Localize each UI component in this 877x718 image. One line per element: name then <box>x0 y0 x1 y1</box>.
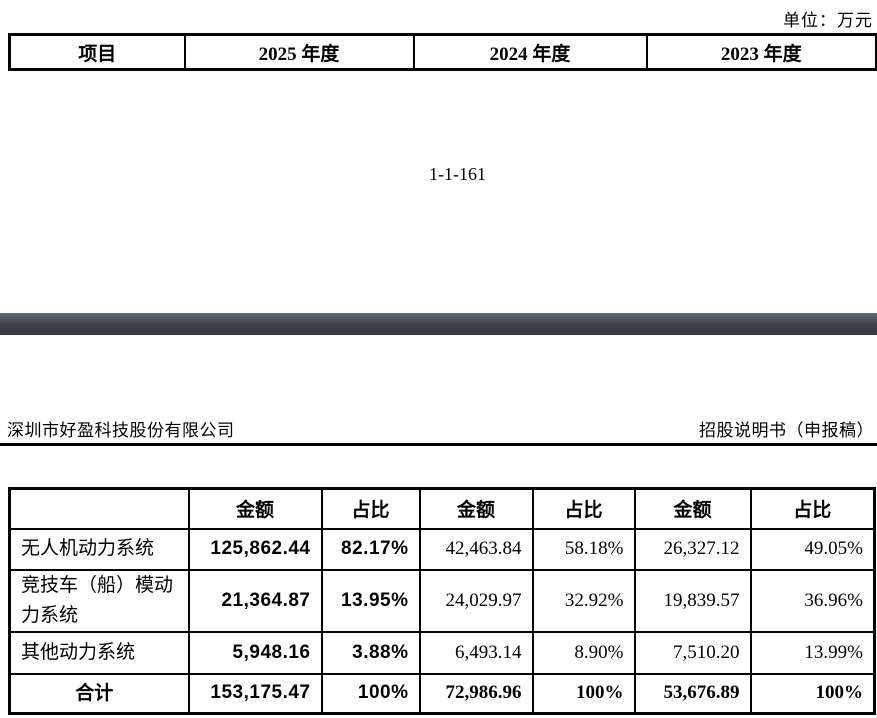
ratio-cell: 100% <box>320 672 421 715</box>
ratio-cell: 32.92% <box>531 568 636 633</box>
amount-cell: 21,364.87 <box>187 568 323 633</box>
ratio-cell: 13.95% <box>320 568 421 633</box>
col-header-item: 项目 <box>8 33 186 71</box>
col-header-empty <box>8 487 190 530</box>
ratio-cell: 49.05% <box>749 527 876 571</box>
col-header-amount-2023: 金额 <box>633 487 752 530</box>
page-number: 1-1-161 <box>429 164 486 184</box>
row-label: 其他动力系统 <box>8 630 190 675</box>
ratio-cell: 3.88% <box>320 630 421 675</box>
ratio-cell: 8.90% <box>531 630 636 675</box>
amount-cell: 72,986.96 <box>418 672 534 715</box>
amount-cell: 7,510.20 <box>633 630 752 675</box>
col-header-amount-2025: 金额 <box>187 487 323 530</box>
amount-cell: 42,463.84 <box>418 527 534 571</box>
row-label: 竞技车（船）模动力系统 <box>8 568 190 633</box>
ratio-cell: 100% <box>531 672 636 715</box>
ratio-cell: 58.18% <box>531 527 636 571</box>
table-row-total: 合计 153,175.47 100% 72,986.96 100% 53,676… <box>8 672 876 715</box>
col-header-ratio-2025: 占比 <box>320 487 421 530</box>
amount-cell: 26,327.12 <box>633 527 752 571</box>
periods-header-row: 项目 2025 年度 2024 年度 2023 年度 <box>8 33 877 71</box>
amount-cell: 5,948.16 <box>187 630 323 675</box>
col-header-ratio-2023: 占比 <box>749 487 876 530</box>
table-row-other: 其他动力系统 5,948.16 3.88% 6,493.14 8.90% 7,5… <box>8 630 876 675</box>
ratio-cell: 100% <box>749 672 876 715</box>
ratio-cell: 36.96% <box>749 568 876 633</box>
doc-title: 招股说明书（申报稿） <box>699 421 874 440</box>
page-separator-bar <box>0 313 877 335</box>
amount-cell: 125,862.44 <box>187 527 323 571</box>
running-header: 深圳市好盈科技股份有限公司 招股说明书（申报稿） <box>0 417 877 443</box>
col-header-year-2023: 2023 年度 <box>645 33 877 71</box>
col-header-amount-2024: 金额 <box>418 487 534 530</box>
amount-cell: 153,175.47 <box>187 672 323 715</box>
row-label-total: 合计 <box>8 672 190 715</box>
periods-table: 项目 2025 年度 2024 年度 2023 年度 <box>8 33 877 71</box>
ratio-cell: 82.17% <box>320 527 421 571</box>
company-name: 深圳市好盈科技股份有限公司 <box>7 421 235 440</box>
table-row-racing-model: 竞技车（船）模动力系统 21,364.87 13.95% 24,029.97 3… <box>8 568 876 633</box>
col-header-year-2025: 2025 年度 <box>183 33 415 71</box>
col-header-ratio-2024: 占比 <box>531 487 636 530</box>
amount-cell: 24,029.97 <box>418 568 534 633</box>
unit-label: 单位：万元 <box>783 11 873 30</box>
row-label: 无人机动力系统 <box>8 527 190 571</box>
ratio-cell: 13.99% <box>749 630 876 675</box>
col-header-year-2024: 2024 年度 <box>412 33 648 71</box>
revenue-header-row: 金额 占比 金额 占比 金额 占比 <box>8 487 876 530</box>
amount-cell: 53,676.89 <box>633 672 752 715</box>
amount-cell: 6,493.14 <box>418 630 534 675</box>
revenue-table: 金额 占比 金额 占比 金额 占比 无人机动力系统 125,862.44 82.… <box>8 487 876 715</box>
table-row-uav: 无人机动力系统 125,862.44 82.17% 42,463.84 58.1… <box>8 527 876 571</box>
header-rule <box>0 443 877 446</box>
amount-cell: 19,839.57 <box>633 568 752 633</box>
